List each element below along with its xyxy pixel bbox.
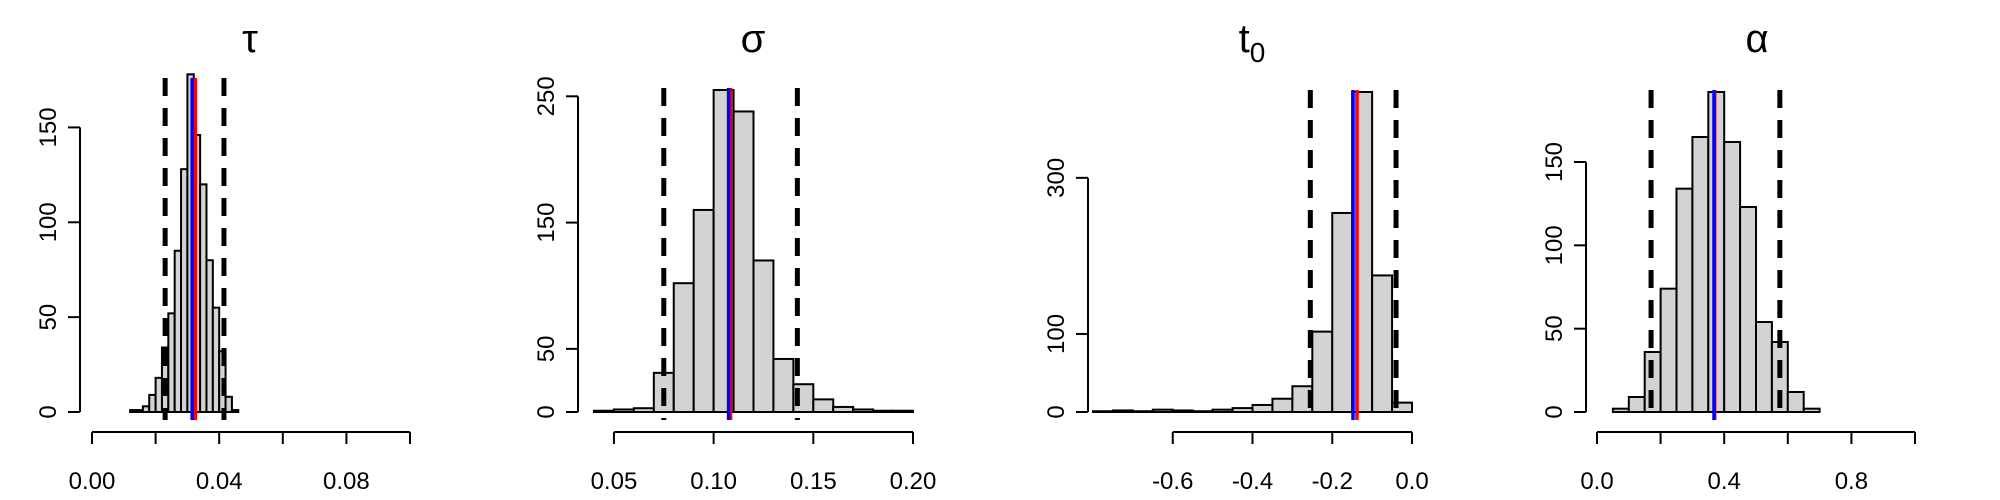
y-tick-label: 300 [1043, 158, 1070, 198]
histogram-bar [1739, 206, 1757, 413]
histogram-bar [1211, 408, 1234, 414]
histogram-bar [632, 407, 655, 413]
histogram-bar [692, 208, 715, 413]
x-tick-label: 0.20 [890, 468, 937, 495]
histogram-bar [612, 408, 635, 414]
histogram-bar [1371, 274, 1394, 414]
histogram-bar [1802, 407, 1821, 413]
x-tick-label: -0.6 [1152, 468, 1193, 495]
y-tick-label: 100 [1043, 314, 1070, 354]
x-tick-label: 0.00 [69, 468, 116, 495]
histogram-bar [672, 282, 695, 414]
histogram-bar [872, 409, 895, 413]
histogram-bar [230, 409, 240, 413]
x-tick-label: 0.8 [1835, 468, 1868, 495]
x-tick-label: 0.4 [1708, 468, 1741, 495]
y-tick-label: 0 [35, 405, 62, 418]
histogram-panel-1: 0 50 100 150 0.00 0.04 0.08 τ [35, 17, 411, 495]
histogram-bar [812, 398, 835, 414]
histogram-bar [224, 395, 233, 413]
x-tick-label: 0.0 [1395, 468, 1428, 495]
y-tick-label: 100 [1541, 225, 1568, 265]
histogram-bar [1691, 136, 1710, 413]
histogram-bar [1271, 397, 1294, 414]
histogram-bar [1191, 410, 1214, 414]
histogram-bar [1755, 321, 1773, 413]
y-tick-label: 150 [35, 107, 62, 147]
panel-title: t0 [1239, 17, 1266, 68]
histogram-bar [593, 409, 615, 413]
y-tick-label: 150 [1541, 142, 1568, 182]
histogram-bar [1627, 396, 1646, 413]
histogram-bar [1231, 407, 1254, 414]
x-tick-label: 0.04 [196, 468, 243, 495]
histogram-panel-4: 0 50 100 150 0.0 0.4 0.8 α [1541, 17, 1916, 495]
histogram-bar [732, 110, 755, 413]
y-tick-label: 0 [1043, 405, 1070, 418]
histogram-bar [1311, 330, 1334, 413]
histogram-panel-3: 0 100 300 -0.6 -0.4 -0.2 0.0 t0 [1043, 17, 1429, 495]
histogram-panel-2: 0 50 150 250 0.05 0.10 0.15 0.20 σ [533, 17, 936, 495]
y-tick-label: 150 [533, 203, 560, 243]
histogram-bar [892, 409, 914, 413]
histogram-bar [1111, 409, 1134, 414]
histogram-bar [772, 357, 795, 413]
histogram-bar [1092, 410, 1114, 414]
panel-title: τ [242, 17, 258, 61]
x-tick-label: 0.05 [591, 468, 638, 495]
histogram-bar [1675, 187, 1694, 413]
histogram-bar [1786, 391, 1805, 413]
panel-title: σ [741, 17, 766, 61]
histogram-bar [752, 259, 775, 413]
histogram-bar [1251, 403, 1274, 414]
x-tick-label: 0.10 [690, 468, 737, 495]
histogram-bar [1151, 408, 1174, 414]
histogram-bar [1331, 211, 1354, 413]
histogram-bar [1131, 410, 1154, 414]
panel-title: α [1745, 17, 1768, 61]
histogram-bar [832, 405, 855, 413]
x-tick-label: 0.08 [323, 468, 370, 495]
x-tick-label: -0.4 [1232, 468, 1273, 495]
y-tick-label: 50 [35, 304, 62, 331]
y-tick-label: 50 [1541, 315, 1568, 342]
histogram-bar [1351, 91, 1374, 413]
x-tick-label: 0.15 [790, 468, 837, 495]
y-tick-label: 0 [533, 405, 560, 418]
y-tick-label: 100 [35, 202, 62, 242]
histogram-bar [1723, 141, 1742, 413]
x-tick-label: 0.0 [1580, 468, 1613, 495]
x-tick-label: -0.2 [1312, 468, 1353, 495]
y-tick-label: 50 [533, 336, 560, 363]
histogram-bar [852, 408, 875, 414]
y-tick-label: 250 [533, 76, 560, 116]
histogram-bar [1171, 409, 1194, 414]
histogram-bar [1391, 401, 1413, 414]
y-tick-label: 0 [1541, 405, 1568, 418]
histogram-bar [1611, 407, 1630, 413]
histogram-bar [1659, 287, 1678, 413]
